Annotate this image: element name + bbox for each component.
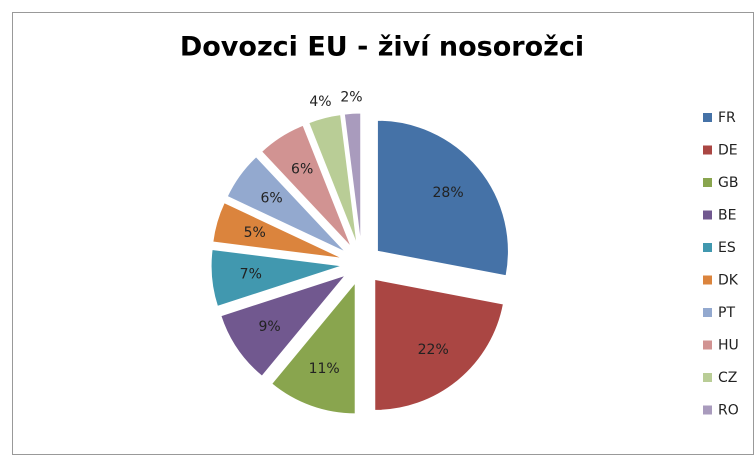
- legend-swatch: [703, 145, 712, 155]
- legend-swatch: [703, 308, 712, 317]
- pie-slice: [220, 274, 347, 377]
- pie-slice: [308, 114, 358, 245]
- data-label: 5%: [244, 225, 266, 241]
- data-label: 2%: [340, 89, 362, 105]
- legend-label: PT: [718, 305, 735, 321]
- pie-slice: [212, 201, 344, 259]
- legend-swatch: [703, 275, 712, 285]
- pie-slice: [343, 112, 362, 245]
- legend-swatch: [703, 243, 712, 252]
- legend-label: BE: [718, 208, 736, 224]
- legend-label: CZ: [718, 370, 737, 386]
- legend-label: RO: [718, 403, 739, 419]
- data-label: 28%: [433, 185, 464, 201]
- legend-swatch: [703, 373, 712, 382]
- pie-slice: [271, 281, 356, 415]
- legend-label: FR: [718, 110, 736, 126]
- data-label: 9%: [259, 319, 281, 335]
- data-label: 11%: [309, 361, 340, 377]
- pie-slice: [226, 156, 347, 253]
- legend-label: ES: [718, 240, 736, 256]
- legend-label: DK: [718, 273, 739, 289]
- data-label: 7%: [240, 267, 262, 283]
- chart-title: Dovozci EU - živí nosorožci: [180, 32, 584, 63]
- pie-slice: [376, 119, 509, 277]
- data-label: 6%: [291, 162, 313, 178]
- legend-swatch: [703, 113, 712, 122]
- data-label: 6%: [261, 190, 283, 206]
- legend-label: HU: [718, 338, 739, 354]
- pie-slice: [374, 278, 505, 411]
- pie-slice: [260, 124, 352, 248]
- legend-swatch: [703, 405, 712, 415]
- data-label: 22%: [418, 342, 449, 358]
- data-label: 4%: [309, 94, 331, 110]
- legend-swatch: [703, 340, 712, 350]
- legend-label: DE: [718, 143, 738, 159]
- pie-slice: [210, 248, 343, 307]
- legend-swatch: [703, 178, 712, 187]
- legend-swatch: [703, 210, 712, 220]
- legend-label: GB: [718, 175, 738, 191]
